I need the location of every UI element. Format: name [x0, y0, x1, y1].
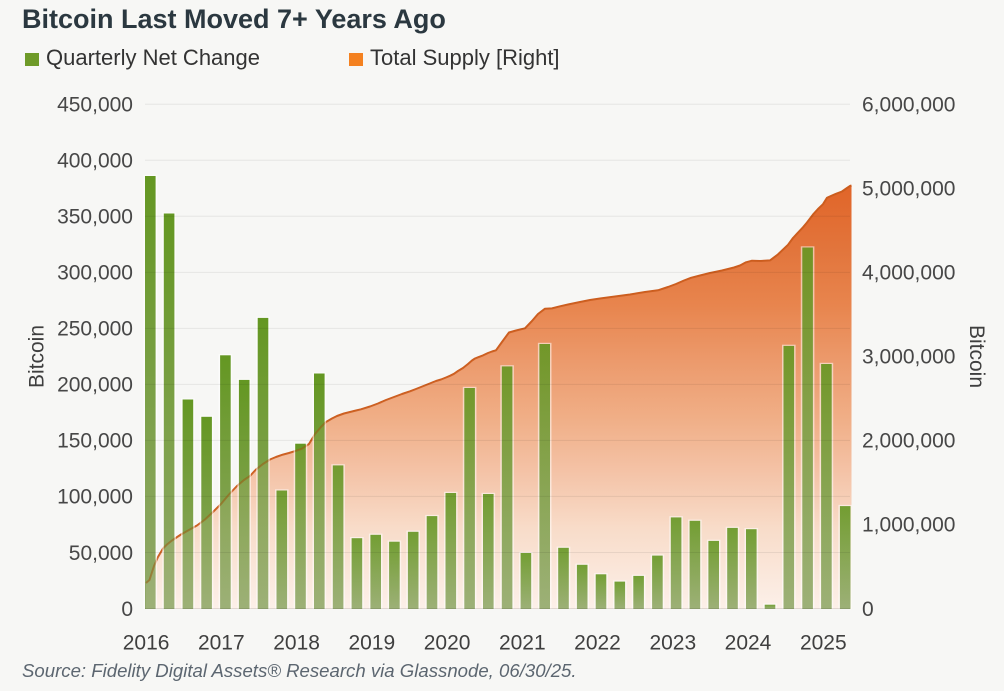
svg-text:100,000: 100,000: [57, 486, 133, 509]
svg-text:300,000: 300,000: [57, 262, 133, 285]
svg-text:250,000: 250,000: [57, 318, 133, 341]
svg-text:0: 0: [862, 598, 874, 621]
svg-text:2,000,000: 2,000,000: [862, 430, 955, 453]
svg-text:3,000,000: 3,000,000: [862, 346, 955, 369]
svg-text:2016: 2016: [123, 632, 170, 655]
svg-text:4,000,000: 4,000,000: [862, 262, 955, 285]
svg-text:2024: 2024: [725, 632, 772, 655]
svg-text:6,000,000: 6,000,000: [862, 94, 955, 117]
svg-text:450,000: 450,000: [57, 94, 133, 117]
svg-text:0: 0: [121, 598, 133, 621]
svg-text:2020: 2020: [424, 632, 471, 655]
svg-text:Bitcoin: Bitcoin: [965, 325, 988, 388]
svg-text:2023: 2023: [649, 632, 696, 655]
svg-text:400,000: 400,000: [57, 150, 133, 173]
svg-text:2021: 2021: [499, 632, 546, 655]
svg-text:5,000,000: 5,000,000: [862, 178, 955, 201]
svg-text:350,000: 350,000: [57, 206, 133, 229]
svg-text:50,000: 50,000: [69, 542, 133, 565]
svg-text:200,000: 200,000: [57, 374, 133, 397]
svg-text:Bitcoin: Bitcoin: [26, 325, 49, 388]
svg-text:2022: 2022: [574, 632, 621, 655]
svg-text:2019: 2019: [348, 632, 395, 655]
svg-text:2017: 2017: [198, 632, 245, 655]
svg-text:1,000,000: 1,000,000: [862, 514, 955, 537]
svg-text:2018: 2018: [273, 632, 320, 655]
svg-text:2025: 2025: [800, 632, 847, 655]
svg-text:150,000: 150,000: [57, 430, 133, 453]
